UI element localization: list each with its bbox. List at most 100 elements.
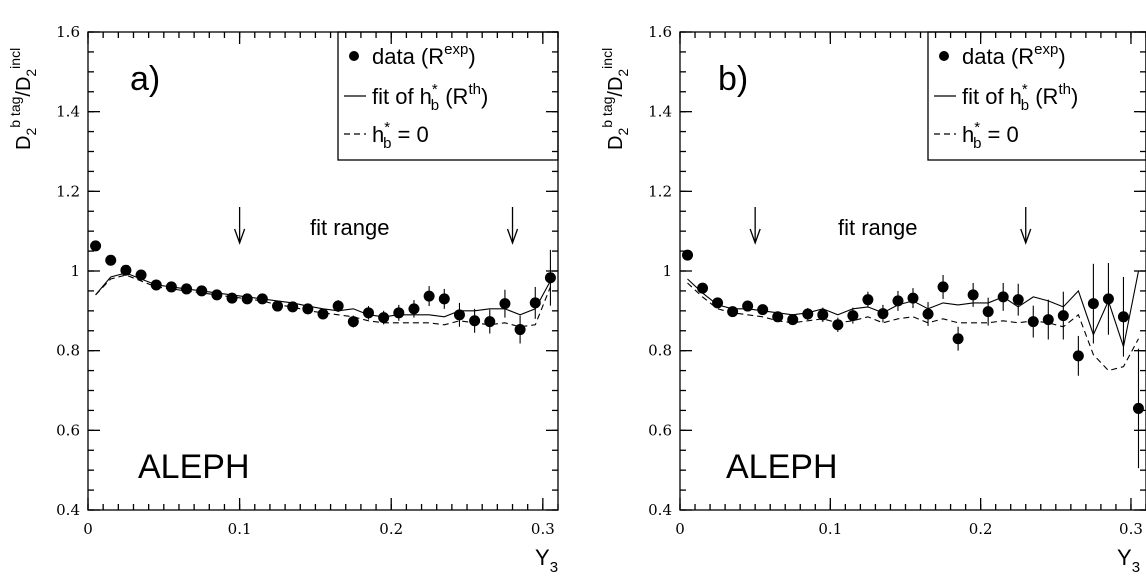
data-point <box>469 315 481 327</box>
fit-range-arrowhead <box>506 228 519 245</box>
y-axis-main: D <box>605 136 627 150</box>
y-axis-sub1: 2 <box>615 128 631 136</box>
legend-data-text: data (Rexp) <box>962 41 1066 69</box>
data-point <box>135 269 147 281</box>
data-point <box>287 301 299 313</box>
x-tick-label: 0.1 <box>818 520 842 538</box>
data-point <box>150 279 162 291</box>
data-point <box>438 293 450 305</box>
data-point <box>712 297 724 309</box>
x-tick-labels: 0 0.1 0.2 0.3 <box>675 520 1143 538</box>
fit-range-label: fit range <box>310 215 390 240</box>
fit-range-arrowhead <box>234 228 246 245</box>
y-tick-label: 1.6 <box>648 23 672 41</box>
fit-range-arrows <box>234 207 519 245</box>
data-point <box>832 319 844 331</box>
y-axis-sub1: 2 <box>23 128 39 136</box>
y-tick-label: 1.4 <box>648 103 672 121</box>
data-point <box>347 316 359 328</box>
data-point <box>967 289 979 301</box>
y-axis-label: D2b tag/D2incl <box>7 48 39 150</box>
y-tick-label: 0.4 <box>56 501 80 519</box>
axis-ticks <box>87 31 559 511</box>
series-data <box>90 240 556 344</box>
data-point <box>862 294 874 306</box>
chart-panel-a: 0.40.60.811.21.41.6 0 0.1 0.2 0.3 a) ALEPH … <box>7 23 559 576</box>
legend-data-marker <box>939 51 949 61</box>
data-point <box>105 254 117 266</box>
data-point <box>90 240 102 252</box>
data-point <box>302 303 314 315</box>
data-point <box>120 264 132 276</box>
legend-fit-text: fit of h* b (Rth) <box>962 81 1078 114</box>
data-point <box>1072 350 1084 362</box>
data-point <box>1102 293 1114 305</box>
data-point <box>317 308 329 320</box>
data-point <box>226 292 238 304</box>
data-point <box>256 293 268 305</box>
x-tick-label: 0.2 <box>969 520 993 538</box>
legend-fit-text: fit of h* b (Rth) <box>372 81 488 114</box>
data-point <box>393 307 405 319</box>
legend: data (Rexp) fit of h* b (Rth) h* b = 0 <box>927 31 1146 161</box>
panel-label: b) <box>718 60 748 98</box>
data-point <box>211 289 223 301</box>
x-axis-sub: 3 <box>1132 559 1140 576</box>
data-point <box>362 307 374 319</box>
data-point <box>453 309 465 321</box>
experiment-label: ALEPH <box>138 448 250 486</box>
data-point <box>378 312 390 324</box>
y-axis-slash: /D <box>605 77 627 97</box>
data-point <box>1087 298 1099 310</box>
x-tick-labels: 0 0.1 0.2 0.3 <box>83 520 555 538</box>
x-tick-label: 0.3 <box>1119 520 1143 538</box>
x-tick-label: 0 <box>83 520 93 538</box>
y-tick-label: 1.2 <box>56 182 80 200</box>
data-point <box>772 311 784 323</box>
series-data <box>682 249 1144 469</box>
data-point <box>544 272 556 284</box>
legend: data (Rexp) fit of h* b (Rth) h* b = 0 <box>337 31 559 161</box>
y-tick-label: 1.4 <box>56 103 80 121</box>
chart-panel-b: 0.40.60.811.21.41.6 0 0.1 0.2 0.3 b) ALEPH … <box>599 23 1146 576</box>
data-point <box>922 308 934 320</box>
y-tick-label: 0.6 <box>56 421 80 439</box>
data-point <box>892 295 904 307</box>
data-point <box>952 333 964 345</box>
x-axis-main: Y <box>535 545 550 570</box>
data-point <box>241 293 253 305</box>
x-axis-label: Y3 <box>1117 545 1140 576</box>
data-point <box>196 285 208 297</box>
x-tick-label: 0.1 <box>228 520 252 538</box>
y-axis-slash: /D <box>13 77 35 97</box>
data-point <box>1057 310 1069 322</box>
legend-zero-text: h* b = 0 <box>962 119 1019 152</box>
data-point <box>423 290 435 302</box>
data-point <box>1012 294 1024 306</box>
data-point <box>997 291 1009 303</box>
fit-range-arrowhead <box>1020 228 1032 245</box>
data-point <box>937 281 949 293</box>
y-axis-sub2: 2 <box>23 69 39 77</box>
data-point <box>802 308 814 320</box>
data-point <box>757 304 769 316</box>
data-point <box>682 249 694 261</box>
fit-line <box>687 270 1140 349</box>
fit-range-arrows <box>749 207 1032 245</box>
y-axis-sup2: incl <box>599 48 615 69</box>
x-tick-label: 0.2 <box>379 520 403 538</box>
y-tick-label: 0.4 <box>648 501 672 519</box>
y-tick-label: 0.6 <box>648 421 672 439</box>
data-point <box>1042 314 1054 326</box>
y-tick-label: 0.8 <box>56 342 80 360</box>
y-axis-sup1: b tag <box>7 97 23 128</box>
fit-range-arrowhead <box>749 228 761 245</box>
x-tick-label: 0.3 <box>531 520 555 538</box>
y-tick-label: 1 <box>662 262 672 280</box>
axis-ticks <box>679 31 1146 511</box>
y-axis-sup1: b tag <box>599 97 615 128</box>
x-tick-label: 0 <box>675 520 685 538</box>
data-point <box>165 281 177 293</box>
data-point <box>787 314 799 326</box>
y-tick-labels: 0.4 0.6 0.8 1 1.2 1.4 1.6 <box>56 23 80 519</box>
